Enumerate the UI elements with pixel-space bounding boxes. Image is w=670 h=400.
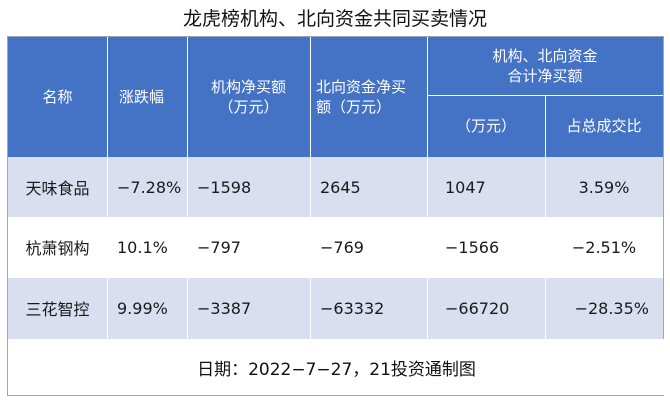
divider	[427, 95, 663, 96]
table-cell-combined-amount: −1566	[427, 217, 545, 277]
table-cell-change: 10.1%	[107, 217, 187, 277]
table-cell-combined-amount: −66720	[427, 277, 545, 339]
header-inst-net-line2: （万元）	[218, 98, 279, 116]
header-name: 名称	[8, 37, 107, 157]
header-combined-group: 机构、北向资金 合计净买额	[427, 37, 663, 95]
table-cell-inst-net: −3387	[187, 277, 310, 339]
header-change: 涨跌幅	[107, 37, 187, 157]
row2-north-net: −769	[320, 237, 364, 257]
row3-combined-ratio: −28.35%	[574, 298, 649, 318]
row1-name: 天味食品	[25, 179, 90, 198]
header-combined-ratio: 占总成交比	[545, 95, 663, 157]
table-cell-inst-net: −1598	[187, 157, 310, 217]
header-north-net-line1: 北向资金净买	[316, 78, 407, 96]
row3-inst-net: −3387	[197, 298, 252, 318]
table-cell-combined-ratio: −28.35%	[545, 277, 663, 339]
row3-change: 9.99%	[117, 298, 168, 318]
header-combined-amount: （万元）	[427, 95, 545, 157]
divider	[427, 37, 428, 339]
footer-caption: 日期：2022−7−27，21投资通制图	[8, 339, 665, 395]
row3-name: 三花智控	[25, 300, 90, 319]
page-title: 龙虎榜机构、北向资金共同买卖情况	[182, 8, 487, 30]
divider	[107, 37, 108, 339]
divider	[310, 37, 311, 339]
header-inst-net-line1: 机构净买额	[210, 78, 286, 96]
header-north-net-line2: 额（万元）	[316, 98, 392, 116]
row1-combined-ratio: 3.59%	[578, 177, 630, 197]
table-cell-north-net: −769	[310, 217, 427, 277]
header-combined-line2: 合计净买额	[507, 67, 583, 85]
row2-change: 10.1%	[117, 237, 168, 257]
row3-combined-amount: −66720	[445, 298, 510, 318]
header-inst-net: 机构净买额 （万元）	[187, 37, 310, 157]
table-cell-north-net: 2645	[310, 157, 427, 217]
row1-inst-net: −1598	[197, 177, 252, 197]
header-combined-amount-label: （万元）	[455, 117, 516, 135]
divider	[187, 37, 188, 339]
table-cell-change: 9.99%	[107, 277, 187, 339]
footer-text: 日期：2022−7−27，21投资通制图	[197, 359, 476, 380]
table-cell-name: 天味食品	[8, 157, 107, 217]
row1-change: −7.28%	[117, 177, 182, 197]
table-cell-combined-ratio: −2.51%	[545, 217, 663, 277]
header-name-label: 名称	[42, 88, 73, 106]
divider	[8, 217, 663, 218]
row2-combined-ratio: −2.51%	[571, 237, 637, 257]
table-cell-north-net: −63332	[310, 277, 427, 339]
table-cell-name: 杭萧钢构	[8, 217, 107, 277]
row2-name: 杭萧钢构	[25, 239, 90, 258]
row2-combined-amount: −1566	[445, 237, 500, 257]
header-combined-line1: 机构、北向资金	[492, 47, 598, 65]
table-cell-name: 三花智控	[8, 277, 107, 339]
row2-inst-net: −797	[197, 237, 241, 257]
row1-combined-amount: 1047	[445, 177, 486, 197]
table-cell-combined-ratio: 3.59%	[545, 157, 663, 217]
header-north-net: 北向资金净买 额（万元）	[310, 37, 427, 157]
row3-north-net: −63332	[320, 298, 385, 318]
data-table: 名称 涨跌幅 机构净买额 （万元） 北向资金净买 额（万元） 机构、北向资金 合…	[7, 36, 665, 396]
table-cell-inst-net: −797	[187, 217, 310, 277]
table-cell-combined-amount: 1047	[427, 157, 545, 217]
table-cell-change: −7.28%	[107, 157, 187, 217]
header-combined-ratio-label: 占总成交比	[566, 117, 642, 135]
row1-north-net: 2645	[320, 177, 361, 197]
divider	[8, 277, 663, 278]
header-change-label: 涨跌幅	[119, 88, 165, 106]
